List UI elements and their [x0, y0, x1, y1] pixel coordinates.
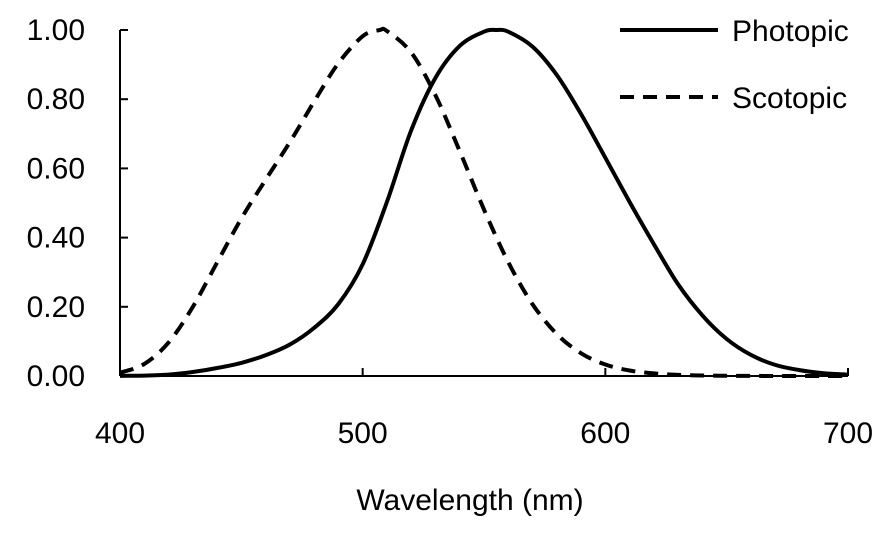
series-line-photopic — [119, 27, 849, 378]
y-tick-label: 0.80 — [27, 83, 85, 116]
y-tick-label: 0.40 — [27, 222, 85, 255]
x-tick-label: 500 — [338, 417, 388, 450]
y-tick-label: 0.60 — [27, 152, 85, 185]
legend: Photopic Scotopic — [620, 15, 849, 115]
y-tick-label: 1.00 — [27, 14, 85, 47]
x-tick-labels: 400 500 600 700 — [95, 368, 873, 450]
x-tick-label: 400 — [95, 417, 145, 450]
series-layer — [119, 26, 849, 378]
x-tick-label: 600 — [580, 417, 630, 450]
y-tick-labels: 0.00 0.20 0.40 0.60 0.80 1.00 — [27, 14, 128, 393]
x-tick-label: 700 — [823, 417, 873, 450]
series-line-scotopic — [119, 26, 848, 378]
legend-label-photopic: Photopic — [732, 15, 849, 48]
x-axis-title: Wavelength (nm) — [356, 484, 583, 517]
legend-label-scotopic: Scotopic — [732, 82, 847, 115]
y-tick-label: 0.20 — [27, 291, 85, 324]
y-tick-label: 0.00 — [27, 360, 85, 393]
plot-area: 0.00 0.20 0.40 0.60 0.80 1.00 400 500 600 700 — [27, 14, 873, 450]
